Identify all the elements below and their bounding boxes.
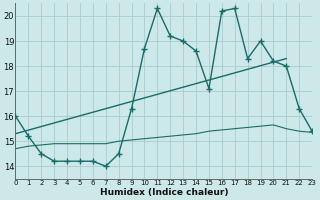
X-axis label: Humidex (Indice chaleur): Humidex (Indice chaleur) (100, 188, 228, 197)
